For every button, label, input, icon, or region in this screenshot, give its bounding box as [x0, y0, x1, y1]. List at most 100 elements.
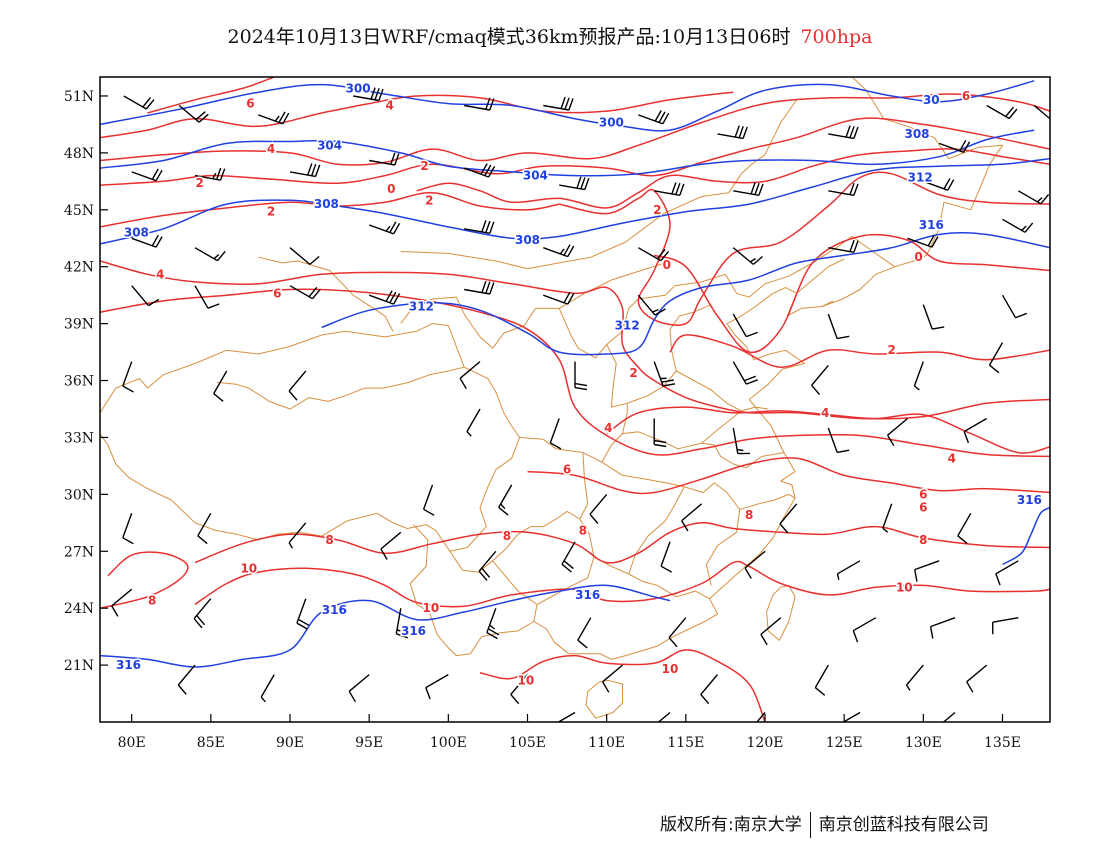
wind-barb	[260, 674, 275, 703]
wind-barb	[756, 712, 766, 722]
boundary-line	[821, 266, 895, 307]
height-contour	[1002, 506, 1050, 566]
boundary-line	[400, 77, 1003, 359]
boundary-line	[628, 486, 685, 575]
wind-barb	[681, 503, 703, 532]
temperature-contour-label: 6	[246, 97, 254, 111]
wind-barb	[177, 664, 196, 695]
boundary-line	[258, 256, 394, 332]
height-contour-label: 304	[523, 169, 548, 183]
boundary-line	[622, 403, 628, 434]
height-contour-label: 316	[919, 218, 944, 232]
temperature-contour	[194, 560, 1050, 608]
wind-barb	[637, 247, 670, 262]
boundary-line	[558, 262, 666, 309]
wind-barb	[369, 152, 400, 166]
wind-barb	[963, 417, 988, 444]
temperature-contour-layer	[100, 77, 1050, 722]
copyright-left: 版权所有:南京大学	[660, 815, 802, 835]
lon-tick-label: 105E	[509, 735, 546, 751]
wind-barb	[995, 560, 1019, 586]
wind-barb	[922, 304, 945, 330]
wind-barb	[288, 370, 307, 401]
copyright-right: 南京创蓝科技有限公司	[818, 815, 989, 835]
wind-barb	[657, 711, 671, 722]
wind-barb	[1001, 294, 1028, 319]
wind-barb	[193, 598, 212, 629]
lat-tick-label: 33N	[64, 430, 94, 446]
wind-barb	[828, 182, 859, 196]
temperature-contour-label: 4	[948, 451, 956, 465]
wind-barb	[380, 531, 402, 560]
lat-tick-label: 48N	[64, 146, 94, 162]
wind-barb	[601, 664, 623, 693]
title-level: 700hpa	[800, 26, 873, 48]
temperature-contour	[100, 191, 560, 228]
boundary-line	[585, 679, 623, 719]
lon-tick-label: 130E	[905, 735, 942, 751]
wind-barb	[395, 608, 409, 639]
temperature-contour	[416, 148, 1050, 209]
height-contour-label: 312	[908, 171, 933, 185]
lon-tick-label: 100E	[430, 735, 467, 751]
temperature-contour-label: 10	[240, 561, 257, 575]
height-contour-label: 308	[314, 197, 339, 211]
height-contour	[100, 80, 1035, 132]
boundary-line	[701, 442, 785, 469]
wind-barb	[992, 617, 1019, 635]
temperature-contour	[100, 260, 1050, 420]
lon-tick-label: 80E	[118, 735, 146, 751]
height-contour-label: 312	[615, 319, 640, 333]
wind-barb	[559, 176, 590, 191]
wind-barb	[923, 177, 955, 191]
wind-barb	[574, 361, 588, 391]
temperature-contour	[669, 334, 1050, 368]
wind-barb	[368, 221, 401, 235]
temperature-contour-label: 2	[425, 193, 433, 207]
temperature-contour-label: 0	[387, 182, 395, 196]
wind-barb	[194, 167, 226, 181]
wind-barb	[906, 664, 924, 691]
wind-barb	[668, 617, 687, 648]
wind-barb	[886, 417, 908, 447]
wind-barb	[842, 711, 861, 722]
temperature-contour-label: 8	[503, 529, 511, 543]
temperature-contour-label: 8	[148, 594, 156, 608]
temperature-contour-label: 2	[196, 176, 204, 190]
boundary-line	[400, 241, 626, 270]
boundary-line	[676, 370, 742, 412]
longitude-axis: 80E 85E 90E 95E 100E 105E 110E 115E 120E 125E 130E…	[118, 714, 1021, 751]
wind-barb	[914, 560, 940, 582]
temperature-contour-label: 10	[662, 662, 679, 676]
temperature-contour-label: 4	[821, 406, 829, 420]
temperature-contour-label: 2	[629, 366, 637, 380]
height-contour-layer	[100, 80, 1050, 668]
lon-tick-label: 85E	[197, 735, 225, 751]
wind-barb	[122, 513, 134, 545]
temperature-contour-label: 4	[604, 421, 612, 435]
lat-tick-label: 51N	[64, 89, 94, 105]
temperature-contour-label: 2	[420, 159, 428, 173]
height-contour-label: 316	[575, 588, 600, 602]
height-contour-label: 316	[116, 658, 141, 672]
wind-barb	[289, 247, 320, 265]
height-contour-label: 308	[515, 233, 540, 247]
boundary-layer	[100, 77, 1003, 719]
wind-barb	[852, 617, 877, 643]
wind-barb	[986, 104, 1018, 120]
temperature-contour-label: 4	[267, 142, 275, 156]
wind-barb	[197, 512, 212, 545]
wind-barb	[637, 294, 666, 316]
wind-barb	[966, 664, 988, 693]
lat-tick-label: 39N	[64, 317, 94, 333]
wind-barb	[827, 427, 850, 454]
wind-barb	[425, 673, 449, 700]
height-contour-label: 308	[904, 127, 929, 141]
wind-barb	[811, 364, 829, 395]
wind-barb	[733, 182, 764, 196]
temperature-contour	[606, 406, 1050, 454]
wind-barb-layer	[111, 87, 1050, 722]
wind-barb	[288, 522, 307, 549]
lon-tick-label: 135E	[984, 735, 1021, 751]
